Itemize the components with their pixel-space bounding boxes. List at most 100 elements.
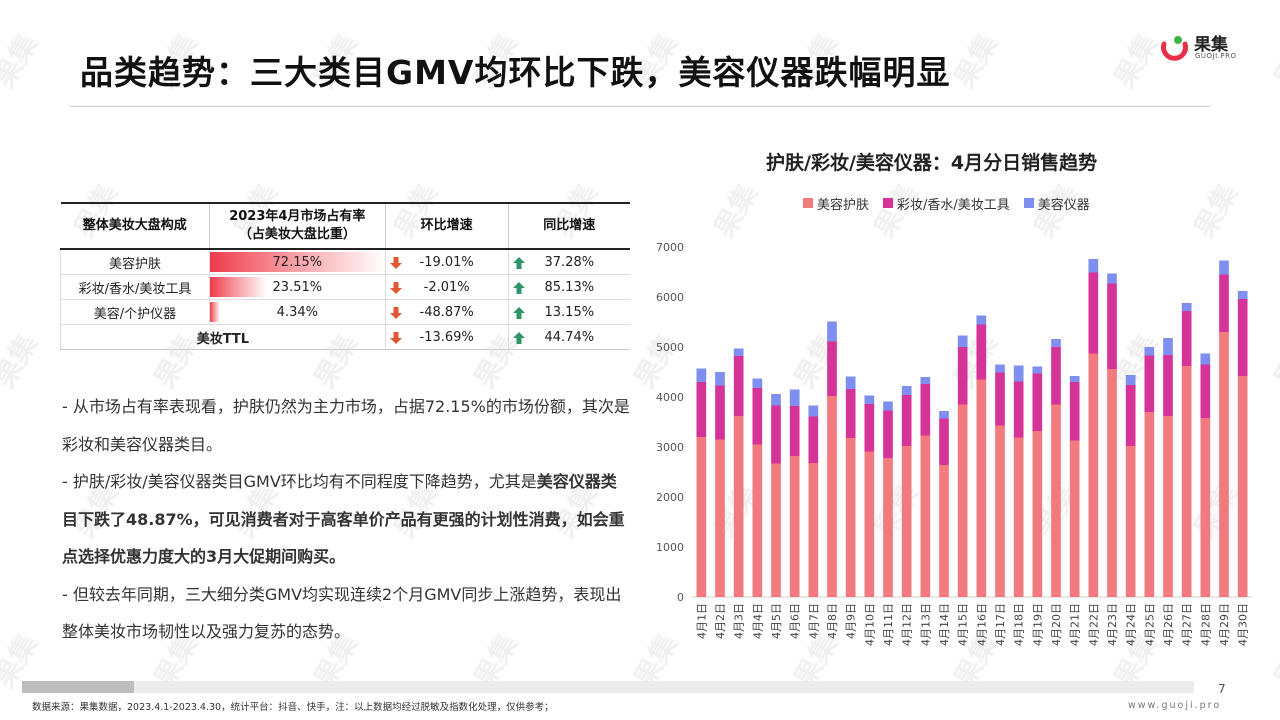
bar-segment: [1069, 376, 1080, 382]
bar-segment: [995, 364, 1005, 373]
bar-segment: [901, 395, 912, 446]
yoy-cell-value: 13.15%: [544, 304, 595, 320]
bar-segment: [976, 324, 987, 380]
x-tick-label: 4月28日: [1199, 603, 1212, 646]
bar-segment: [1069, 440, 1080, 597]
bar-segment: [771, 394, 781, 406]
x-tick-label: 4月15日: [957, 603, 970, 646]
yoy-cell-value: 37.28%: [544, 254, 595, 270]
watermark-text: 果集: [0, 328, 44, 393]
bar-segment: [1032, 366, 1043, 374]
y-tick-label: 0: [677, 591, 684, 604]
x-tick-label: 4月13日: [919, 603, 932, 646]
bar-segment: [995, 372, 1005, 426]
share-cell: 23.51%: [208, 274, 386, 300]
bar-segment: [1181, 303, 1192, 311]
bar-segment: [733, 348, 744, 356]
header-mom: 环比增速: [384, 202, 509, 250]
watermark-text: 果集: [0, 28, 44, 93]
total-category-cell: 美妆TTL: [60, 324, 386, 350]
bar-segment: [752, 388, 763, 445]
bar-segment: [1051, 339, 1061, 347]
x-tick-label: 4月2日: [714, 603, 727, 639]
x-tick-label: 4月19日: [1031, 603, 1044, 646]
bar-segment: [1200, 353, 1211, 365]
logo-subtitle: GUOJI.PRO: [1195, 52, 1237, 60]
x-tick-label: 4月16日: [975, 603, 988, 646]
legend-label: 美容仪器: [1037, 197, 1090, 213]
header-market-share-line2: （占美妆大盘比重）: [238, 227, 356, 242]
bar-segment: [920, 435, 931, 597]
watermark-text: 果集: [947, 28, 1004, 93]
bar-segment: [864, 451, 875, 597]
bar-segment: [883, 458, 893, 597]
bar-segment: [883, 410, 893, 458]
brand-logo: 果集 GUOJI.PRO: [1158, 28, 1258, 68]
bar-segment: [1163, 416, 1173, 597]
x-tick-label: 4月3日: [733, 603, 746, 639]
bar-segment: [789, 406, 800, 456]
x-tick-label: 4月6日: [789, 603, 802, 639]
bar-segment: [1013, 365, 1024, 382]
table-row: 彩妆/香水/美妆工具 23.51% -2.01% 85.13%: [60, 274, 630, 300]
share-value: 23.51%: [272, 279, 323, 295]
bar-segment: [715, 439, 725, 597]
footer-progress-fill: [22, 681, 134, 693]
watermark-text: 果集: [1107, 28, 1164, 93]
bar-segment: [939, 465, 949, 597]
x-tick-label: 4月7日: [807, 603, 820, 639]
bar-segment: [976, 315, 987, 325]
y-tick-label: 3000: [656, 441, 684, 454]
bar-segment: [1144, 355, 1155, 412]
bar-segment: [1013, 437, 1024, 597]
bar-segment: [1013, 381, 1024, 438]
bar-segment: [1088, 272, 1099, 354]
logo-name: 果集: [1194, 35, 1228, 55]
bar-segment: [1144, 347, 1155, 356]
x-tick-label: 4月1日: [695, 603, 708, 639]
header-yoy: 同比增速: [507, 202, 630, 250]
bar-segment: [976, 379, 987, 597]
insight-text: - 从市场占有率表现看，护肤仍然为主力市场，占据72.15%的市场份额，其次是彩…: [62, 388, 632, 651]
table-row: 美容/个护仪器 4.34% -48.87% 13.15%: [60, 299, 630, 325]
bar-segment: [696, 382, 707, 437]
bar-segment: [845, 389, 856, 438]
x-tick-label: 4月27日: [1181, 603, 1194, 646]
bullet-1: - 从市场占有率表现看，护肤仍然为主力市场，占据72.15%的市场份额，其次是彩…: [62, 397, 630, 454]
website-url: www.guoji.pro: [1128, 700, 1222, 711]
bar-segment: [789, 456, 800, 597]
share-value: 72.15%: [272, 254, 323, 270]
legend-swatch: [803, 198, 813, 208]
yoy-cell: 37.28%: [507, 249, 630, 275]
bar-segment: [733, 356, 744, 416]
mom-cell: -19.01%: [384, 249, 509, 275]
total-mom-cell: -13.69%: [384, 324, 509, 350]
bullet-2-normal: - 护肤/彩妆/美容仪器类目GMV环比均有不同程度下降趋势，尤其是: [62, 472, 537, 491]
bullet-2-bold: 美容仪器类目下跌了48.87%，可见消费者对于高客单价产品有更强的计划性消费，如…: [62, 472, 625, 566]
legend-item: 美容护肤: [803, 194, 869, 213]
market-share-table: 整体美妆大盘构成 2023年4月市场占有率 （占美妆大盘比重） 环比增速 同比增…: [60, 202, 630, 350]
bar-segment: [1125, 446, 1136, 597]
bar-segment: [1200, 364, 1211, 418]
x-tick-label: 4月30日: [1237, 603, 1250, 646]
bar-segment: [920, 384, 931, 436]
header-market-share: 2023年4月市场占有率 （占美妆大盘比重）: [208, 202, 386, 250]
bar-segment: [733, 416, 744, 597]
category-cell: 美容/个护仪器: [60, 299, 210, 325]
bar-segment: [1219, 332, 1229, 597]
yoy-cell-value: 85.13%: [544, 279, 595, 295]
bar-segment: [957, 404, 968, 597]
bar-segment: [1219, 274, 1229, 332]
share-cell: 72.15%: [208, 249, 386, 275]
x-tick-label: 4月5日: [770, 603, 783, 639]
share-value: 4.34%: [276, 304, 318, 320]
x-tick-label: 4月23日: [1106, 603, 1119, 646]
share-bar: [209, 302, 221, 322]
yoy-cell: 13.15%: [507, 299, 630, 325]
table-header-row: 整体美妆大盘构成 2023年4月市场占有率 （占美妆大盘比重） 环比增速 同比增…: [60, 202, 630, 250]
x-tick-label: 4月25日: [1143, 603, 1156, 646]
page-number: 7: [1218, 682, 1226, 696]
up-arrow-icon: [512, 307, 525, 319]
legend-swatch: [883, 198, 894, 208]
legend-item: 美容仪器: [1023, 194, 1090, 213]
